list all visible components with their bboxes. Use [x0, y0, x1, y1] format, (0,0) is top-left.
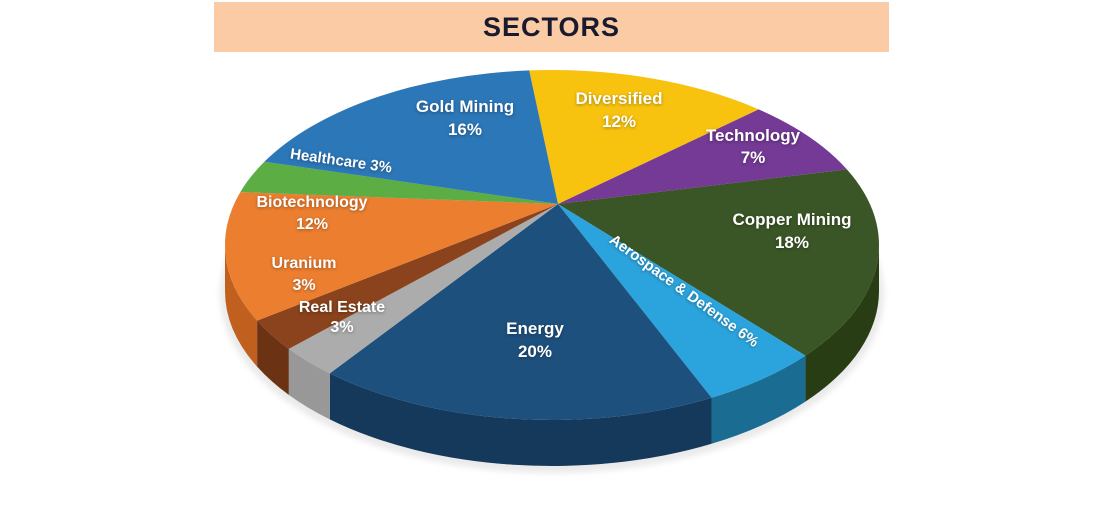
- pie-slice-side-uranium: [257, 320, 289, 395]
- chart-title: SECTORS: [482, 11, 621, 42]
- pie-slice-aerospace-defense: [558, 204, 806, 398]
- pie-slice-energy: [329, 204, 712, 421]
- pie-slice-side-aerospace-defense: [711, 355, 806, 444]
- pie-slice-diversified: [529, 70, 759, 205]
- chart-title-banner: SECTORS: [214, 2, 889, 52]
- pie-slice-real-estate: [288, 204, 558, 374]
- pie-slice-uranium: [257, 204, 558, 349]
- pie-slice-side-energy: [329, 373, 712, 466]
- pie-slice-gold-mining: [264, 70, 558, 204]
- pie-slice-side-biotechnology: [225, 245, 258, 367]
- pie-slice-copper-mining: [558, 169, 879, 356]
- pie-slice-biotechnology: [224, 192, 558, 321]
- pie-slice-side-real-estate: [288, 348, 330, 420]
- pie-slice-technology: [558, 109, 847, 204]
- pie-slice-side-copper-mining: [805, 245, 879, 402]
- pie-slice-healthcare: [240, 161, 559, 204]
